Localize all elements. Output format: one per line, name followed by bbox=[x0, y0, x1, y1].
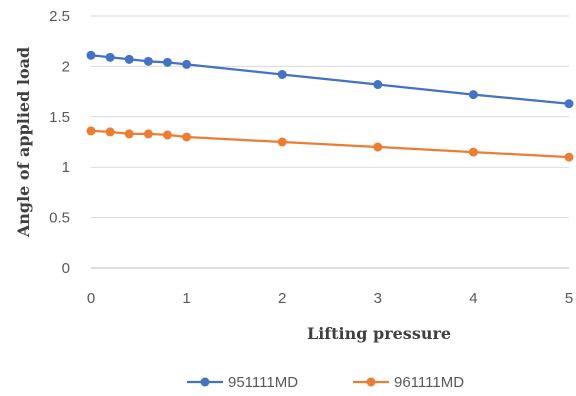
data-point bbox=[277, 69, 287, 79]
data-point bbox=[373, 142, 383, 152]
data-point bbox=[162, 57, 172, 67]
legend-label: 951111MD bbox=[228, 374, 298, 391]
legend-point-marker bbox=[366, 377, 376, 387]
legend: 951111MD 961111MD bbox=[187, 374, 464, 391]
data-point bbox=[468, 90, 478, 100]
series-line bbox=[90, 129, 570, 159]
y-tick-label: 1 bbox=[62, 159, 70, 176]
data-point bbox=[105, 127, 115, 137]
data-point bbox=[143, 56, 153, 66]
y-tick-label: 0.5 bbox=[49, 210, 70, 227]
x-axis-tick-labels: 0 1 2 3 4 5 bbox=[87, 290, 573, 307]
legend-item: 961111MD bbox=[353, 374, 464, 391]
data-point bbox=[86, 126, 96, 136]
series-line bbox=[90, 54, 570, 105]
x-tick-label: 0 bbox=[87, 290, 95, 307]
x-axis-title: Lifting pressure bbox=[307, 324, 451, 343]
gridlines bbox=[91, 15, 569, 269]
legend-label: 961111MD bbox=[394, 374, 464, 391]
y-axis-tick-labels: 0 0.5 1 1.5 2 2.5 bbox=[49, 8, 70, 277]
data-point bbox=[105, 52, 115, 62]
series-2 bbox=[86, 126, 574, 162]
y-tick-label: 0 bbox=[62, 260, 70, 277]
y-tick-label: 2.5 bbox=[49, 8, 70, 25]
x-tick-label: 4 bbox=[469, 290, 477, 307]
data-point bbox=[162, 130, 172, 140]
x-tick-label: 2 bbox=[278, 290, 286, 307]
data-point bbox=[468, 147, 478, 157]
data-point bbox=[564, 99, 574, 109]
legend-item: 951111MD bbox=[187, 374, 298, 391]
series-1 bbox=[86, 50, 574, 109]
data-point bbox=[564, 152, 574, 162]
x-tick-label: 5 bbox=[565, 290, 573, 307]
data-point bbox=[124, 129, 134, 139]
x-tick-label: 1 bbox=[182, 290, 190, 307]
data-point bbox=[277, 137, 287, 147]
data-point bbox=[143, 129, 153, 139]
x-tick-label: 3 bbox=[374, 290, 382, 307]
data-point bbox=[182, 59, 192, 69]
data-point bbox=[124, 54, 134, 64]
legend-point-marker bbox=[200, 377, 210, 387]
y-axis-title: Angle of applied load bbox=[14, 47, 33, 238]
series-lines bbox=[86, 50, 574, 162]
data-point bbox=[86, 50, 96, 60]
y-tick-label: 1.5 bbox=[49, 109, 70, 126]
data-point bbox=[373, 80, 383, 90]
y-tick-label: 2 bbox=[62, 58, 70, 75]
data-point bbox=[182, 132, 192, 142]
